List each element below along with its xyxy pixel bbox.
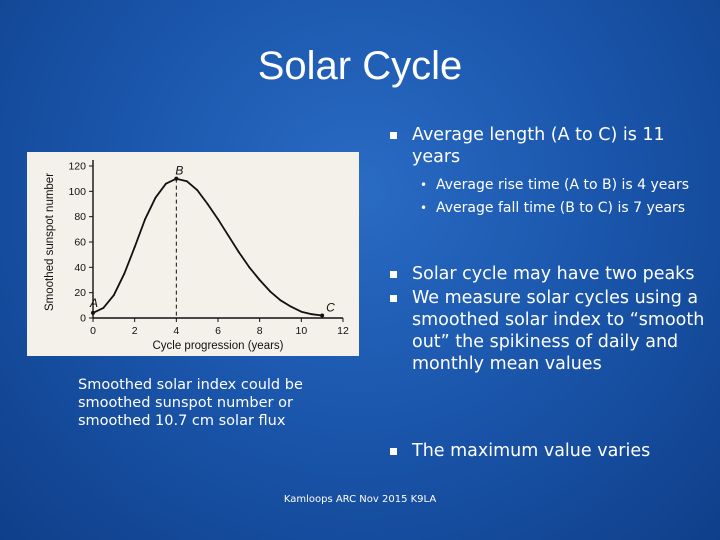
data-point — [217, 218, 219, 221]
chart-caption: Smoothed solar index could be smoothed s… — [78, 377, 303, 429]
data-point — [227, 234, 230, 237]
x-tick-label: 6 — [215, 325, 221, 337]
square-bullet-icon — [390, 287, 412, 311]
bullet-1-text: Average length (A to C) is 11 years — [412, 125, 665, 167]
data-point — [102, 306, 105, 309]
x-tick-label: 10 — [295, 325, 307, 337]
data-point — [290, 305, 292, 308]
data-point — [165, 182, 167, 185]
annotation-a: A — [89, 296, 98, 310]
sunspot-curve — [92, 177, 323, 317]
slide-title: Solar Cycle — [257, 44, 463, 88]
bullet-4: The maximum value varies — [390, 440, 710, 464]
sub-bullet-list: • Average rise time (A to B) is 4 years … — [420, 177, 710, 223]
annotation-b: B — [175, 164, 183, 178]
sub-bullet-1: • Average rise time (A to B) is 4 years — [420, 177, 710, 194]
bullet-4-text: The maximum value varies — [412, 441, 651, 461]
sub-bullet-2: • Average fall time (B to C) is 7 years — [420, 200, 710, 217]
data-point — [248, 266, 251, 269]
data-point — [144, 218, 146, 221]
data-point — [133, 246, 136, 248]
x-tick-label: 2 — [132, 325, 138, 337]
square-bullet-icon — [390, 124, 412, 148]
x-tick-label: 8 — [257, 325, 263, 337]
y-tick-label: 40 — [74, 262, 86, 274]
data-point — [206, 203, 209, 205]
data-point — [258, 279, 261, 281]
bullet-1: Average length (A to C) is 11 years — [390, 124, 710, 168]
y-tick-label: 100 — [68, 186, 86, 198]
x-tick-label: 0 — [90, 325, 96, 337]
annotation-c: C — [326, 300, 335, 314]
square-bullet-icon — [390, 263, 412, 287]
chart-svg: 0 20 40 60 80 100 120 0 2 4 6 8 10 12 Cycle progressio… — [44, 160, 349, 352]
y-tick-label: 120 — [68, 161, 86, 173]
x-axis-label: Cycle progression (years) — [152, 340, 283, 352]
data-point — [237, 251, 240, 254]
bullet-3: We measure solar cycles using a smoothed… — [390, 287, 710, 375]
data-point — [154, 196, 157, 199]
data-point — [269, 290, 271, 293]
annotation-marker — [174, 176, 179, 181]
data-point — [310, 313, 313, 316]
bullets-2-3: Solar cycle may have two peaks We measur… — [390, 263, 710, 375]
y-tick-label: 0 — [80, 313, 86, 325]
square-bullet-icon — [390, 440, 412, 464]
data-point — [123, 272, 126, 275]
dot-bullet-icon: • — [420, 201, 428, 215]
bullet-2-text: Solar cycle may have two peaks — [412, 264, 695, 284]
bullet-2: Solar cycle may have two peaks — [390, 263, 710, 287]
x-tick-label: 12 — [337, 325, 349, 337]
bullet-3-text: We measure solar cycles using a smoothed… — [412, 288, 705, 374]
y-tick-label: 60 — [74, 237, 86, 249]
data-point — [185, 180, 188, 183]
data-point — [300, 310, 303, 313]
sunspot-chart: 0 20 40 60 80 100 120 0 2 4 6 8 10 12 Cycle progressio… — [27, 152, 359, 356]
data-point — [196, 189, 199, 191]
x-tick-label: 4 — [173, 325, 179, 337]
y-tick-label: 20 — [74, 287, 86, 299]
annotation-marker — [91, 310, 95, 315]
y-axis-label: Smoothed sunspot number — [44, 173, 56, 311]
sub-bullet-1-text: Average rise time (A to B) is 4 years — [436, 177, 690, 193]
slide-footer: Kamloops ARC Nov 2015 K9LA — [283, 494, 437, 505]
sub-bullet-2-text: Average fall time (B to C) is 7 years — [436, 200, 685, 216]
dot-bullet-icon: • — [420, 178, 428, 192]
data-point — [279, 299, 282, 302]
annotation-marker — [320, 313, 325, 318]
data-point — [112, 294, 115, 297]
y-tick-label: 80 — [74, 211, 86, 223]
